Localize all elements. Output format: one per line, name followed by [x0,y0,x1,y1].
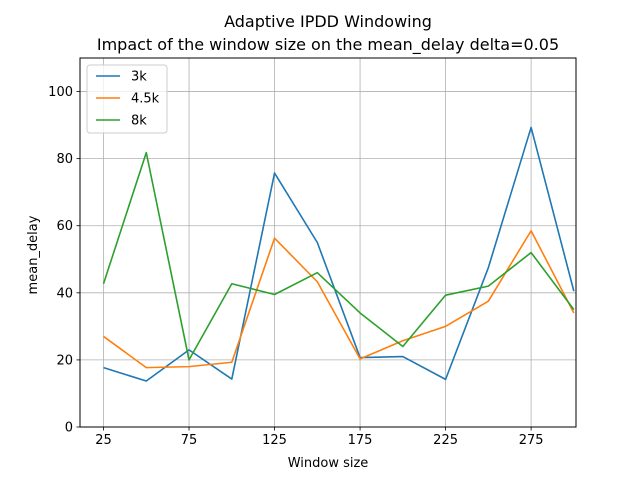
x-tick-label: 225 [433,433,458,448]
legend-label: 4.5k [131,92,160,107]
y-tick-label: 40 [56,286,73,301]
chart-subtitle: Impact of the window size on the mean_de… [97,35,559,55]
legend-box [86,64,168,134]
y-axis-label: mean_delay [26,215,41,294]
legend: 3k 4.5k 8k [86,64,168,134]
x-tick-label: 25 [95,433,112,448]
x-tick-label: 175 [348,433,373,448]
series-line-8k [102,151,575,361]
x-tick-label: 125 [262,433,287,448]
axis-ticks: 25 75 125 175 225 275 0 20 40 60 80 100 [48,85,543,448]
series-line-3k [103,126,575,382]
x-tick-label: 275 [519,433,544,448]
y-tick-label: 20 [56,353,73,368]
x-axis-label: Window size [288,456,369,471]
plot-area-frame [79,57,577,428]
series-lines [102,126,575,382]
legend-label: 8k [131,114,147,129]
y-tick-label: 80 [56,152,73,167]
series-line-4.5k [103,229,575,369]
y-tick-label: 0 [65,421,73,436]
x-tick-label: 75 [181,433,198,448]
legend-label: 3k [131,70,147,85]
chart-title: Adaptive IPDD Windowing [224,12,432,31]
y-tick-label: 100 [48,85,73,100]
y-tick-label: 60 [56,219,73,234]
